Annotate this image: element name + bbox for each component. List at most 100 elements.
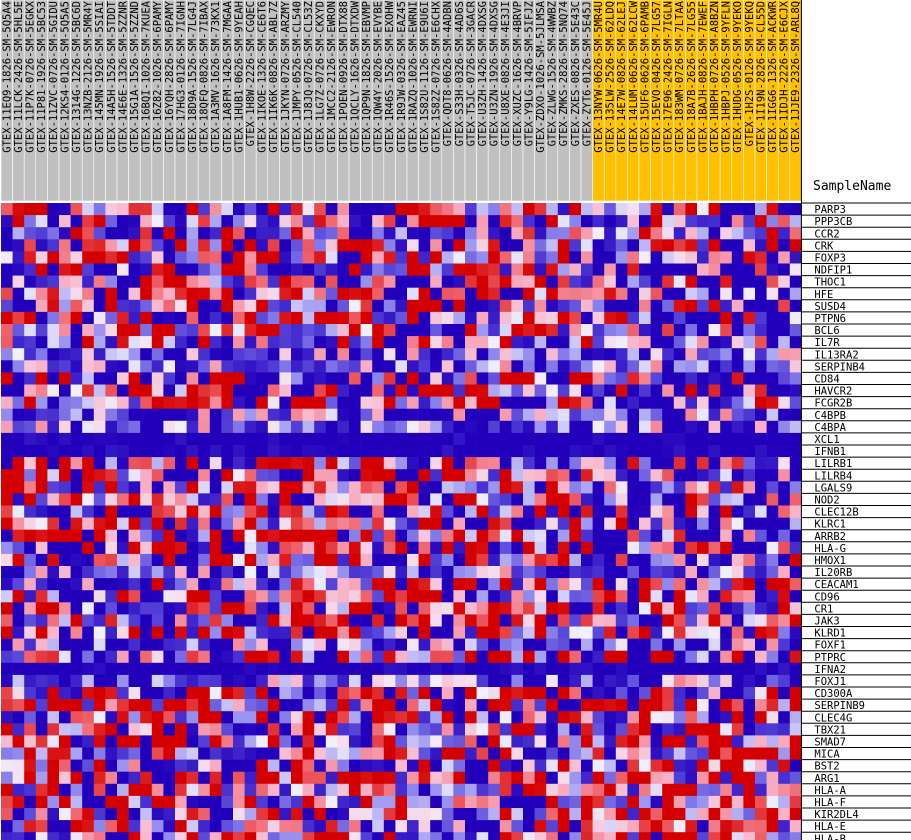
heatmap-cell	[569, 324, 582, 337]
heatmap-cell	[325, 469, 338, 482]
heatmap-cell	[499, 481, 512, 494]
heatmap-cell	[627, 372, 640, 385]
heatmap-cell	[534, 299, 547, 313]
heatmap-cell	[639, 723, 651, 736]
heatmap-cell	[627, 529, 640, 543]
heatmap-cell	[325, 747, 338, 760]
heatmap-cell	[70, 590, 83, 603]
gene-label: ARG1	[814, 773, 839, 785]
heatmap-cell	[151, 239, 164, 252]
heatmap-cell	[731, 517, 744, 530]
heatmap-cell	[441, 578, 454, 591]
heatmap-cell	[117, 251, 129, 264]
heatmap-cell	[302, 203, 315, 216]
heatmap-cell	[662, 215, 675, 228]
heatmap-cell	[151, 529, 164, 543]
heatmap-cell	[766, 771, 779, 785]
heatmap-cell	[685, 699, 698, 712]
heatmap-cell	[720, 239, 733, 252]
heatmap-cell	[465, 566, 477, 579]
heatmap-cell	[1, 493, 13, 506]
heatmap-cell	[430, 735, 443, 748]
sample-label: GTEX-17HG3-0126-SM-7IGNH	[175, 1, 187, 153]
heatmap-cell	[523, 759, 535, 772]
heatmap-cell	[360, 336, 373, 349]
heatmap-cell	[511, 699, 524, 712]
heatmap-cell	[349, 251, 361, 264]
heatmap-cell	[117, 311, 129, 325]
heatmap-cell	[708, 747, 721, 760]
heatmap-cell	[12, 299, 25, 313]
heatmap-cell	[279, 699, 292, 712]
heatmap-cell	[720, 517, 733, 530]
heatmap-cell	[35, 795, 48, 809]
heatmap-cell	[627, 566, 640, 579]
heatmap-cell	[557, 299, 570, 313]
heatmap-cell	[523, 481, 535, 494]
heatmap-cell	[325, 299, 338, 313]
heatmap-cell	[244, 541, 257, 555]
heatmap-cell	[70, 299, 83, 313]
heatmap-cell	[302, 626, 315, 639]
heatmap-cell	[581, 481, 593, 494]
heatmap-cell	[349, 311, 361, 325]
heatmap-cell	[662, 457, 675, 470]
heatmap-cell	[708, 723, 721, 736]
heatmap-cell	[604, 215, 617, 228]
heatmap-cell	[383, 481, 396, 494]
heatmap-cell	[476, 541, 489, 555]
heatmap-cell	[546, 566, 559, 579]
heatmap-cell	[627, 432, 640, 446]
heatmap-cell	[256, 566, 269, 579]
heatmap-cell	[360, 820, 373, 833]
heatmap-cell	[105, 638, 118, 651]
heatmap-cell	[117, 529, 129, 543]
heatmap-cell	[731, 420, 744, 434]
heatmap-cell	[1, 203, 13, 216]
heatmap-cell	[128, 432, 141, 446]
heatmap-cell	[349, 469, 361, 482]
heatmap-cell	[82, 723, 95, 736]
heatmap-cell	[662, 408, 675, 422]
heatmap-cell	[731, 590, 744, 603]
heatmap-cell	[778, 372, 791, 385]
heatmap-cell	[267, 711, 280, 724]
heatmap-cell	[221, 384, 234, 397]
heatmap-cell	[523, 590, 535, 603]
heatmap-cell	[720, 311, 733, 325]
heatmap-cell	[453, 263, 466, 276]
heatmap-cell	[198, 311, 211, 325]
heatmap-cell	[511, 674, 524, 688]
heatmap-cell	[302, 747, 315, 760]
gene-label: KLRC1	[814, 519, 846, 531]
heatmap-cell	[581, 662, 593, 676]
heatmap-cell	[82, 324, 95, 337]
heatmap-cell	[766, 396, 779, 409]
heatmap-cell	[418, 445, 431, 458]
heatmap-cell	[140, 820, 153, 833]
heatmap-cell	[430, 699, 443, 712]
heatmap-cell	[697, 481, 709, 494]
heatmap-cell	[546, 674, 559, 688]
heatmap-cell	[209, 541, 222, 555]
sample-label: GTEX-1H2S-0126-SM-9YEKQ	[744, 1, 756, 146]
heatmap-cell	[662, 687, 675, 700]
heatmap-cell	[291, 699, 303, 712]
heatmap-cell	[93, 299, 106, 313]
heatmap-cell	[1, 808, 13, 821]
heatmap-cell	[488, 275, 501, 288]
heatmap-cell	[140, 674, 153, 688]
heatmap-cell	[70, 602, 83, 615]
heatmap-cell	[349, 566, 361, 579]
heatmap-cell	[82, 795, 95, 809]
heatmap-cell	[117, 820, 129, 833]
heatmap-cell	[534, 348, 547, 361]
heatmap-cell	[627, 481, 640, 494]
heatmap-cell	[673, 336, 686, 349]
heatmap-cell	[465, 239, 477, 252]
heatmap-cell	[302, 457, 315, 470]
heatmap-cell	[581, 493, 593, 506]
heatmap-cell	[407, 336, 419, 349]
heatmap-cell	[418, 674, 431, 688]
heatmap-cell	[604, 311, 617, 325]
